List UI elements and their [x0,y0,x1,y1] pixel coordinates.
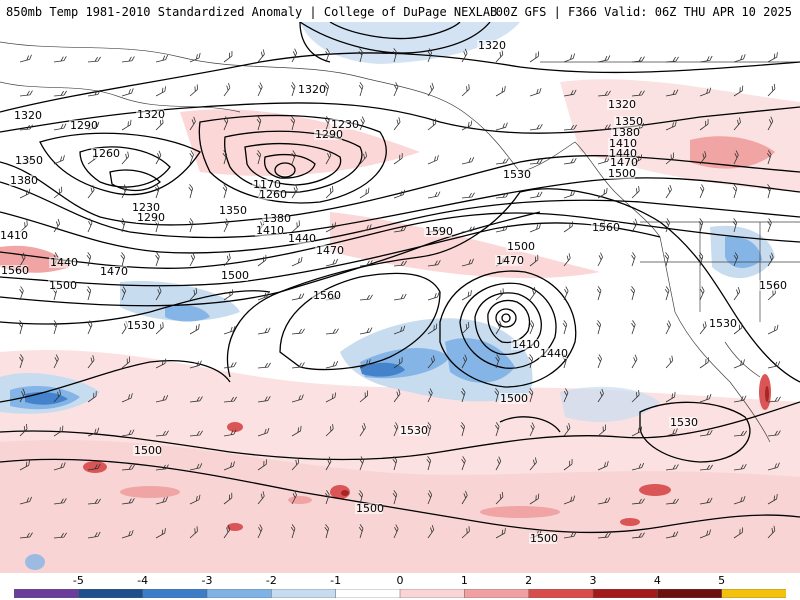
height-contours [0,22,800,534]
contour-label-1410-b: 1410 [256,224,284,237]
contour-label-1530-d: 1530 [709,317,737,330]
contour-label-1320-e: 1320 [137,108,165,121]
contour-label-1440-c: 1440 [50,256,78,269]
contour-label-1440-b: 1440 [288,232,316,245]
contour-label-1530-c: 1530 [400,424,428,437]
contour-label-1560-d: 1560 [759,279,787,292]
contour-label-1230-b: 1230 [132,201,160,214]
contour-label-1380-b: 1380 [263,212,291,225]
contour-label-1350-c: 1350 [15,154,43,167]
contour-label-1380-c: 1380 [10,174,38,187]
contour-label-1560-b: 1560 [1,264,29,277]
colorbar-tick-label: 4 [653,574,661,587]
contour-label-1470-d: 1470 [496,254,524,267]
map-title: 850mb Temp 1981-2010 Standardized Anomal… [6,5,498,19]
colorbar-swatch [335,589,401,598]
anomaly-shading [0,22,800,573]
contour-label-1350-b: 1350 [219,204,247,217]
colorbar-swatch [399,589,466,598]
contour-label-1290-c: 1290 [137,211,165,224]
contour-label-1410-d: 1410 [512,338,540,351]
contour-label-1470-b: 1470 [316,244,344,257]
contour-label-1500-d: 1500 [49,279,77,292]
colorbar-tick-label: 1 [460,574,468,587]
contour-label-1500-e: 1500 [500,392,528,405]
contour-label-1500-h: 1500 [530,532,558,545]
contour-label-1260-a: 1260 [92,147,120,160]
model-run-info: 00Z GFS | F366 Valid: 06Z THU APR 10 202… [495,5,792,19]
colorbar-tick-label: -5 [72,574,84,587]
colorbar-swatch [78,589,144,598]
contour-label-1470-c: 1470 [100,265,128,278]
colorbar-tick-label: -2 [265,574,277,587]
colorbar-swatch [142,589,208,598]
contour-label-1500-f: 1500 [134,444,162,457]
contour-label-1560-a: 1560 [592,221,620,234]
colorbar-swatch [592,589,659,598]
colorbar: -5 -4 -3 -2 -1 0 1 2 3 4 5 [0,573,800,600]
map-canvas[interactable]: 1320 1320 1320 1320 1320 1290 1290 1290 1260 1260… [0,22,800,573]
colorbar-tick-label: 0 [396,574,404,587]
contour-label-1290-b: 1290 [315,128,343,141]
colorbar-tick-label: -1 [330,574,342,587]
contour-label-1230-a: 1230 [331,118,359,131]
contour-label-1530-e: 1530 [670,416,698,429]
colorbar-tick-label: 2 [525,574,533,587]
contour-label-1320-c: 1320 [608,98,636,111]
colorbar-tick-label: -4 [137,574,149,587]
colorbar-swatch [206,589,273,598]
colorbar-swatch [14,589,80,598]
colorbar-tick-label: -3 [201,574,213,587]
contour-label-1440-a: 1440 [609,147,637,160]
contour-label-1410-a: 1410 [609,137,637,150]
contour-label-1500-c: 1500 [221,269,249,282]
colorbar-swatch [721,589,786,598]
colorbar-swatch [464,589,530,598]
contour-label-1500-g: 1500 [356,502,384,515]
colorbar-scale [14,589,786,598]
contour-label-1530-b: 1530 [127,319,155,332]
colorbar-swatch [271,589,337,598]
colorbar-swatch [528,589,594,598]
contour-label-1170: 1170 [253,178,281,191]
contour-label-1320-a: 1320 [478,39,506,52]
contour-label-1320-d: 1320 [14,109,42,122]
contour-label-1320-b: 1320 [298,83,326,96]
colorbar-swatch [657,589,723,598]
contour-label-1590: 1590 [425,225,453,238]
colorbar-tick-label: 3 [589,574,597,587]
contour-label-1500-a: 1500 [608,167,636,180]
contour-label-1260-b: 1260 [259,188,287,201]
contour-label-1470-a: 1470 [610,156,638,169]
contour-label-1530-a: 1530 [503,168,531,181]
header-bar: 850mb Temp 1981-2010 Standardized Anomal… [0,0,800,22]
contour-label-1410-c: 1410 [0,229,28,242]
contour-label-1350-a: 1350 [615,115,643,128]
contour-label-1440-d: 1440 [540,347,568,360]
contour-label-1560-c: 1560 [313,289,341,302]
contour-label-1500-b: 1500 [507,240,535,253]
contour-labels: 1320 1320 1320 1320 1320 1290 1290 1290 1260 1260… [0,39,787,545]
contour-label-1290-a: 1290 [70,119,98,132]
map-panel[interactable]: 1320 1320 1320 1320 1320 1290 1290 1290 1260 1260… [0,22,800,573]
colorbar-tick-label: 5 [718,574,726,587]
contour-label-1380-a: 1380 [612,126,640,139]
